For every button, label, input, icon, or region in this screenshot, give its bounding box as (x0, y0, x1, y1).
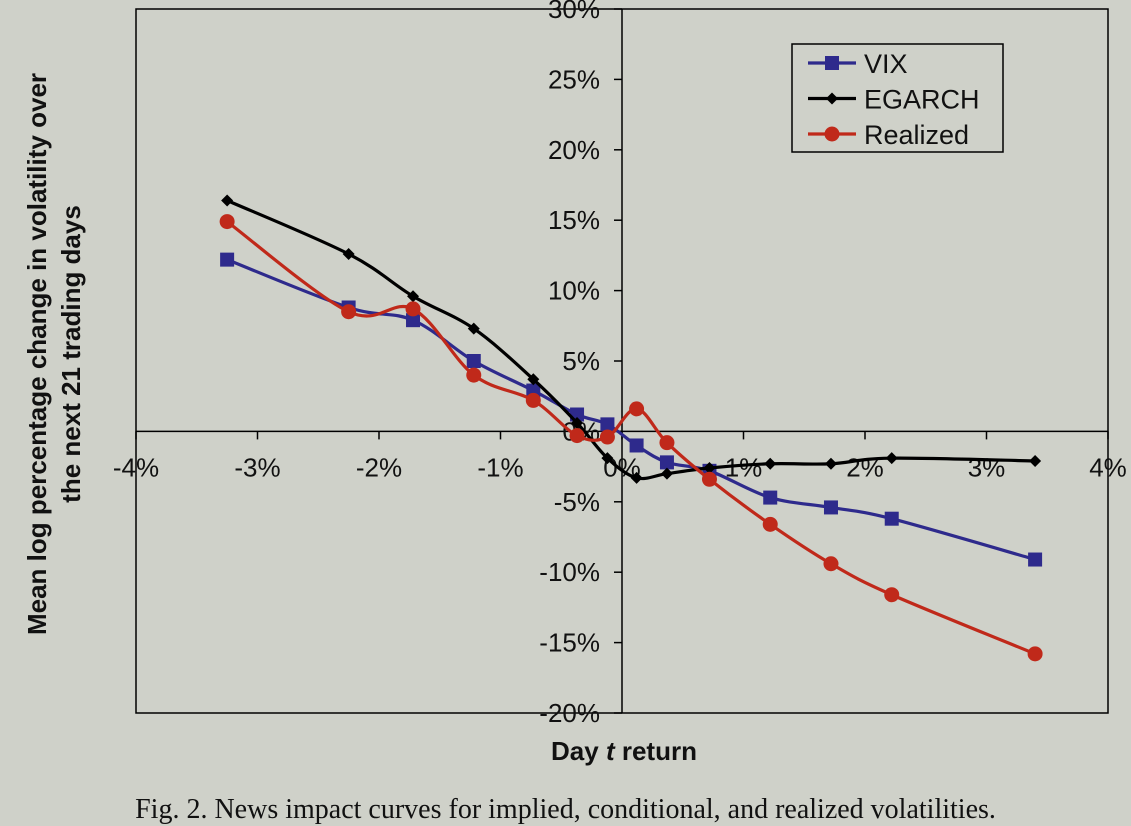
realized-point (219, 214, 235, 230)
egarch-point (527, 373, 540, 386)
legend-entry-egarch: EGARCH (808, 85, 980, 115)
legend-entry-realized: Realized (808, 120, 969, 150)
realized-point (599, 429, 615, 445)
x-tick-label: -1% (477, 452, 523, 482)
vix-point (629, 438, 644, 453)
legend-label: EGARCH (864, 85, 980, 115)
realized-point (405, 301, 421, 317)
realized-point (525, 392, 541, 408)
vix-point (600, 417, 615, 432)
x-tick-label: -2% (356, 452, 402, 482)
egarch-point (703, 462, 716, 475)
legend-swatch-marker (825, 56, 839, 70)
y-tick-label: 10% (548, 276, 600, 306)
x-tick-label: 4% (1089, 452, 1127, 482)
legend-entry-vix: VIX (808, 49, 908, 79)
x-tick-labels: -4% -3% -2% -1% 0% 1% 2% 3% 4% (113, 452, 1127, 482)
series-group (219, 194, 1043, 662)
egarch-point (630, 471, 643, 484)
vix-point (763, 490, 778, 505)
realized-point (884, 587, 900, 603)
series-realized (219, 214, 1043, 662)
x-tick-label: 2% (846, 452, 884, 482)
egarch-point (221, 194, 234, 207)
egarch-point (407, 290, 420, 303)
y-tick-label: 30% (548, 0, 600, 24)
vix-point (823, 500, 838, 515)
y-tick-label: 5% (562, 346, 600, 376)
series-egarch (221, 194, 1042, 484)
vix-point (884, 511, 899, 526)
x-tick-label: -3% (234, 452, 280, 482)
y-tick-label: -20% (539, 698, 600, 728)
legend-swatch-marker (824, 126, 840, 142)
realized-point (629, 401, 645, 417)
y-tick-label: -15% (539, 628, 600, 658)
axes (135, 8, 1109, 714)
egarch-point (342, 247, 355, 260)
y-tick-label: 25% (548, 64, 600, 94)
vix-point (466, 354, 481, 368)
x-axis-title: Day t return (551, 736, 697, 766)
realized-point (823, 556, 839, 572)
vix-point (220, 252, 235, 267)
legend-entries: VIX EGARCH Realized (808, 49, 980, 150)
realized-point (701, 471, 717, 487)
legend: VIX EGARCH Realized (791, 43, 1004, 153)
y-tick-label: -10% (539, 557, 600, 587)
legend-swatch-marker (826, 92, 838, 105)
y-axis-title: Mean log percentage change in volatility… (22, 73, 86, 635)
x-tick-label: 3% (968, 452, 1006, 482)
y-tick-label: 20% (548, 135, 600, 165)
y-tick-label: 15% (548, 205, 600, 235)
egarch-point (660, 467, 673, 480)
x-tick-label: -4% (113, 452, 159, 482)
vix-point (659, 455, 674, 470)
y-axis-label-line2: the next 21 trading days (56, 205, 86, 503)
egarch-point (885, 452, 898, 465)
y-tick-label: -5% (554, 487, 600, 517)
realized-point (659, 435, 675, 451)
realized-point (341, 304, 357, 320)
realized-point (569, 428, 585, 444)
egarch-point (571, 416, 584, 429)
legend-label: Realized (864, 120, 969, 150)
figure-caption: Fig. 2. News impact curves for implied, … (135, 794, 996, 825)
legend-label: VIX (864, 49, 908, 79)
egarch-point (1029, 454, 1042, 467)
egarch-point (601, 452, 614, 465)
egarch-point (467, 322, 480, 335)
egarch-point (764, 457, 777, 470)
egarch-point (824, 457, 837, 470)
vix-point (1028, 552, 1043, 567)
realized-point (762, 516, 778, 532)
y-axis-label-line1: Mean log percentage change in volatility… (22, 73, 52, 635)
vix-point (406, 313, 421, 328)
realized-point (1027, 646, 1043, 662)
realized-point (466, 367, 482, 383)
